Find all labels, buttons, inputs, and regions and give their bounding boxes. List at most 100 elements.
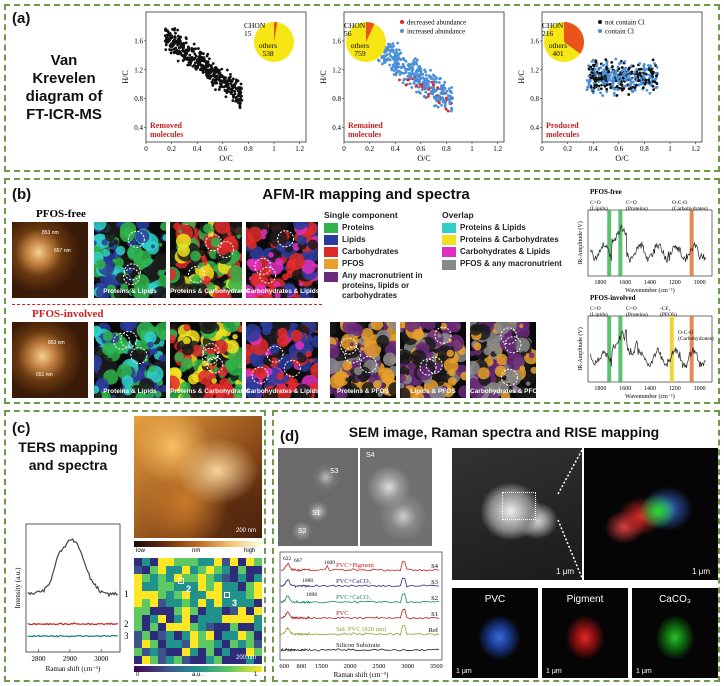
map-blob: [174, 352, 184, 362]
map-pixel: [206, 582, 215, 592]
data-point: [403, 65, 406, 69]
data-point: [606, 75, 610, 79]
sem-image-overview: S3 S1 S2: [278, 448, 358, 546]
data-point: [633, 75, 637, 79]
map-blob: [400, 373, 407, 382]
map-pixel: [246, 655, 255, 664]
map-pixel: [182, 655, 191, 664]
afm-map-row1-proteins-carbohydrates: [170, 222, 242, 298]
data-point: [594, 60, 598, 64]
map-blob: [506, 352, 524, 371]
map-pixel: [150, 631, 159, 641]
data-point: [413, 57, 417, 61]
map-pixel: [214, 574, 223, 583]
map-pixel: [174, 655, 183, 664]
sample-label: S2: [431, 595, 438, 602]
map-blob: [519, 365, 526, 371]
data-point: [612, 78, 616, 82]
roi-circle: [206, 356, 224, 374]
map-blob: [158, 242, 163, 247]
x-tick-label: 1800: [594, 280, 606, 286]
x-tick-label: 1: [668, 145, 672, 153]
data-point: [224, 95, 228, 99]
map-pixel: [166, 655, 175, 664]
data-point: [450, 86, 454, 89]
data-point: [197, 47, 200, 50]
map-blob: [342, 360, 353, 371]
band-annotation: (Carbohydrates): [678, 335, 714, 342]
peak-label: 667: [294, 558, 303, 564]
map-blob: [111, 395, 117, 398]
data-point: [599, 87, 603, 91]
map-pixel: [182, 582, 191, 592]
band-proteins: [618, 210, 623, 276]
data-point: [397, 48, 401, 52]
map-blob: [131, 384, 142, 395]
x-tick-label: 0.8: [442, 145, 451, 153]
map-blob: [94, 385, 100, 394]
afm-map-row1-carbohydrates-lipids: [246, 222, 318, 298]
data-point: [650, 82, 653, 85]
data-point: [423, 82, 427, 86]
data-point: [171, 27, 174, 31]
data-point: [238, 98, 241, 102]
rise-map-pvc: PVC 1 μm: [452, 588, 538, 678]
map-pixel: [142, 647, 151, 657]
map-blob: [276, 335, 289, 348]
data-point: [433, 104, 436, 108]
data-point: [603, 74, 607, 78]
map-pixel: [150, 623, 159, 632]
legend-item: PFOS & any macronutrient: [442, 259, 568, 270]
roi-circle: [251, 366, 269, 384]
x-tick-label: 0.6: [218, 145, 227, 153]
data-point: [613, 93, 616, 97]
map-blob: [458, 385, 466, 398]
map-blob: [264, 388, 279, 398]
map-point-marker: [178, 578, 184, 584]
map-pixel: [134, 590, 143, 600]
data-point: [412, 81, 416, 85]
x-tick-label: 1600: [619, 386, 631, 392]
map-blob: [330, 358, 339, 374]
map-pixel: [230, 623, 239, 632]
x-tick-label: 0: [540, 145, 544, 153]
data-point: [651, 58, 655, 62]
map-pixel: [222, 574, 231, 583]
map-pixel: [230, 631, 239, 641]
legend-item: Proteins: [324, 222, 440, 233]
data-point: [404, 59, 408, 63]
zoom-arrows: [557, 449, 583, 579]
afm-image-row2: 853 nm 651 nm: [12, 322, 88, 398]
peak-label: 1098: [306, 592, 317, 598]
legend-item: Carbohydrates: [324, 246, 440, 257]
map-pixel: [238, 574, 247, 583]
data-point: [620, 69, 624, 73]
raman-curve: [280, 647, 440, 652]
data-point: [635, 68, 638, 71]
data-point: [591, 87, 594, 91]
map-blob: [147, 341, 154, 348]
spectrum-line: [590, 329, 707, 369]
data-point: [417, 81, 421, 85]
data-point: [388, 58, 392, 62]
map-blob: [345, 377, 351, 383]
map-blob: [298, 282, 304, 287]
map-pixel: [166, 647, 175, 657]
map-caption: Carbohydrates & Lipids: [246, 288, 320, 295]
data-point: [631, 80, 635, 84]
data-point: [436, 105, 440, 109]
map-blob: [199, 322, 217, 335]
corner-label: Remained: [348, 121, 383, 130]
afm-map-row2-lipids-pfos: [400, 322, 466, 398]
data-point: [440, 103, 443, 107]
data-point: [221, 80, 225, 84]
map-blob: [157, 274, 166, 290]
raman-curve-label: PVC+CaCO₃: [336, 594, 371, 601]
data-point: [446, 94, 450, 98]
data-point: [637, 67, 641, 71]
data-point: [198, 51, 202, 55]
data-point: [631, 64, 635, 68]
map-blob: [429, 386, 446, 398]
map-pixel: [166, 623, 175, 632]
scale-label: 1 μm: [556, 567, 574, 576]
